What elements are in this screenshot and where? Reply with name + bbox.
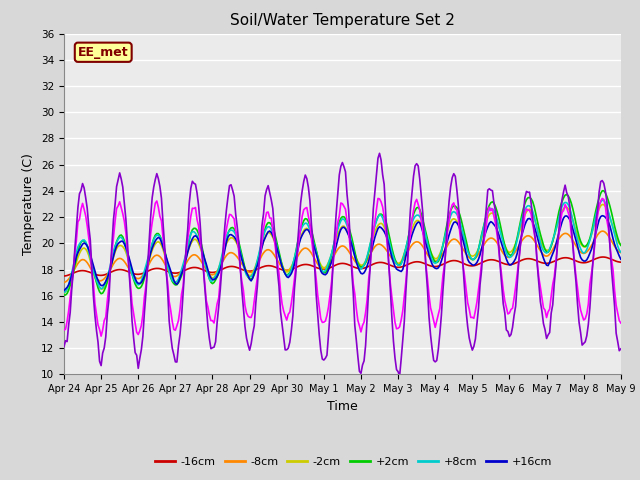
+16cm <box>76 247 83 252</box>
+16cm <box>60 288 68 293</box>
Line: -8cm: -8cm <box>64 231 621 282</box>
+8cm <box>164 262 172 268</box>
Line: +2cm: +2cm <box>64 191 621 295</box>
+8cm <box>617 249 625 255</box>
+64cm <box>617 346 625 352</box>
-8cm <box>164 266 172 272</box>
+64cm <box>60 344 68 349</box>
-8cm <box>549 247 557 252</box>
Line: +8cm: +8cm <box>64 200 621 292</box>
Line: -16cm: -16cm <box>64 257 621 276</box>
-8cm <box>396 261 403 266</box>
-2cm <box>396 260 403 266</box>
-8cm <box>60 279 68 285</box>
+8cm <box>60 289 68 295</box>
+32cm <box>76 216 83 222</box>
+64cm <box>379 172 387 178</box>
-16cm <box>76 268 83 274</box>
-8cm <box>377 242 385 248</box>
-16cm <box>164 268 172 274</box>
+2cm <box>60 292 68 298</box>
+2cm <box>76 243 83 249</box>
+64cm <box>76 191 83 197</box>
+2cm <box>549 238 557 244</box>
+8cm <box>408 220 416 226</box>
+2cm <box>617 242 625 248</box>
+2cm <box>396 262 403 268</box>
+16cm <box>549 251 557 257</box>
-2cm <box>76 251 83 256</box>
+32cm <box>379 204 387 210</box>
-2cm <box>617 242 625 248</box>
+32cm <box>550 274 558 279</box>
-2cm <box>598 202 606 207</box>
+32cm <box>410 208 417 214</box>
-2cm <box>549 239 557 244</box>
+16cm <box>617 256 625 262</box>
+32cm <box>617 320 625 326</box>
-16cm <box>549 259 557 265</box>
+32cm <box>165 299 173 304</box>
-16cm <box>396 264 403 270</box>
-16cm <box>617 259 625 265</box>
-8cm <box>598 228 606 234</box>
+8cm <box>377 212 385 218</box>
+64cm <box>396 373 403 379</box>
+16cm <box>408 232 416 238</box>
+2cm <box>164 262 172 268</box>
-8cm <box>76 259 83 264</box>
+8cm <box>549 237 557 243</box>
Line: +32cm: +32cm <box>64 198 621 336</box>
X-axis label: Time: Time <box>327 400 358 413</box>
+8cm <box>76 241 83 247</box>
+32cm <box>60 327 68 333</box>
Line: +16cm: +16cm <box>64 216 621 290</box>
+2cm <box>408 216 416 222</box>
-2cm <box>164 263 172 269</box>
+32cm <box>97 333 105 339</box>
+32cm <box>598 195 606 201</box>
+64cm <box>164 288 172 293</box>
+16cm <box>377 225 385 230</box>
+16cm <box>598 213 606 218</box>
+64cm <box>399 338 406 344</box>
-8cm <box>408 242 416 248</box>
-2cm <box>60 290 68 296</box>
-16cm <box>60 273 68 279</box>
-2cm <box>408 227 416 232</box>
+16cm <box>164 259 172 264</box>
+64cm <box>552 264 559 270</box>
Y-axis label: Temperature (C): Temperature (C) <box>22 153 35 255</box>
Line: +64cm: +64cm <box>64 153 621 376</box>
Title: Soil/Water Temperature Set 2: Soil/Water Temperature Set 2 <box>230 13 455 28</box>
-8cm <box>617 250 625 255</box>
+64cm <box>412 163 419 168</box>
+32cm <box>397 317 405 323</box>
+16cm <box>396 268 403 274</box>
-16cm <box>377 260 385 265</box>
-2cm <box>377 220 385 226</box>
+2cm <box>600 188 607 193</box>
+8cm <box>598 197 606 203</box>
-16cm <box>408 260 416 265</box>
+64cm <box>376 150 383 156</box>
Text: EE_met: EE_met <box>78 46 129 59</box>
Line: -2cm: -2cm <box>64 204 621 293</box>
-16cm <box>598 254 606 260</box>
+2cm <box>377 211 385 217</box>
+8cm <box>396 263 403 268</box>
